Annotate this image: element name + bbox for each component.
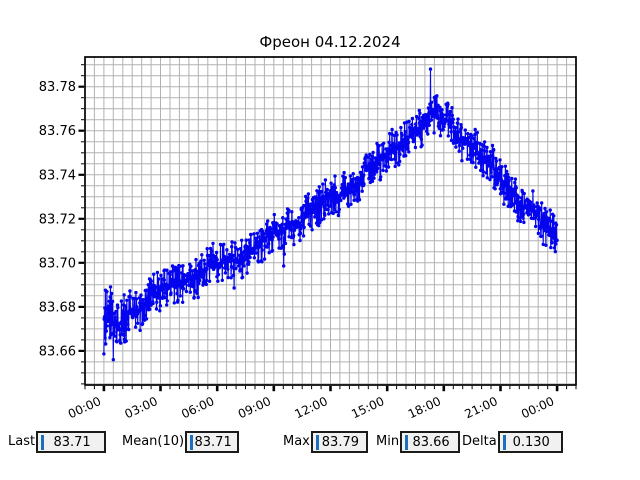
- mean-value-box[interactable]: 83.71: [185, 431, 240, 453]
- status-label-delta: Delta: [462, 434, 497, 449]
- trend-chart: 00:00 03:00 06:00 09:00 12:00 15:00 18:00 21:00…: [39, 33, 577, 421]
- status-label-mean: Mean(10): [122, 434, 185, 449]
- y-axis-labels: 83.78 83.76 83.74 83.72 83.70 83.68 83.66: [39, 80, 76, 359]
- delta-value: 0.130: [512, 434, 550, 450]
- status-field-delta: Delta 0.130: [462, 431, 563, 453]
- status-field-mean: Mean(10) 83.71: [122, 431, 240, 453]
- last-value: 83.71: [53, 434, 91, 450]
- text-cursor-icon: [405, 434, 409, 450]
- x-axis-labels: 00:00 03:00 06:00 09:00 12:00 15:00 18:00 21:00…: [66, 394, 556, 421]
- x-tick-label: 09:00: [236, 394, 273, 421]
- text-cursor-icon: [41, 434, 45, 450]
- x-tick-label: 12:00: [292, 394, 329, 421]
- status-field-last: Last 83.71: [8, 431, 107, 453]
- min-value-box[interactable]: 83.66: [400, 431, 461, 453]
- y-tick-label: 83.72: [39, 212, 76, 227]
- y-tick-label: 83.68: [39, 300, 76, 315]
- chart-grid: [85, 57, 576, 385]
- x-tick-label: 00:00: [66, 394, 103, 421]
- x-tick-label: 03:00: [122, 394, 159, 421]
- chart-title: Фреон 04.12.2024: [259, 33, 400, 51]
- series-line: [102, 67, 559, 362]
- status-label-min: Min: [376, 434, 400, 449]
- x-tick-label: 00:00: [519, 394, 556, 421]
- text-cursor-icon: [502, 434, 506, 450]
- y-tick-label: 83.76: [39, 124, 76, 139]
- x-tick-label: 21:00: [462, 394, 499, 421]
- max-value-box[interactable]: 83.79: [310, 431, 368, 453]
- y-tick-label: 83.74: [39, 168, 76, 183]
- x-tick-label: 15:00: [349, 394, 386, 421]
- text-cursor-icon: [315, 434, 319, 450]
- mean-value: 83.71: [194, 434, 232, 450]
- status-field-min: Min 83.66: [376, 431, 461, 453]
- plot-frame: [84, 56, 577, 386]
- max-value: 83.79: [321, 434, 359, 450]
- x-tick-label: 18:00: [406, 394, 443, 421]
- last-value-box[interactable]: 83.71: [36, 431, 107, 453]
- y-tick-label: 83.78: [39, 80, 76, 95]
- status-label-last: Last: [8, 434, 36, 449]
- axis-ticks: [78, 64, 577, 392]
- status-label-max: Max: [283, 434, 310, 449]
- min-value: 83.66: [412, 434, 450, 450]
- text-cursor-icon: [190, 434, 194, 450]
- y-tick-label: 83.70: [39, 256, 76, 271]
- y-tick-label: 83.66: [39, 344, 76, 359]
- status-field-max: Max 83.79: [283, 431, 368, 453]
- delta-value-box[interactable]: 0.130: [497, 431, 563, 453]
- x-tick-label: 06:00: [179, 394, 216, 421]
